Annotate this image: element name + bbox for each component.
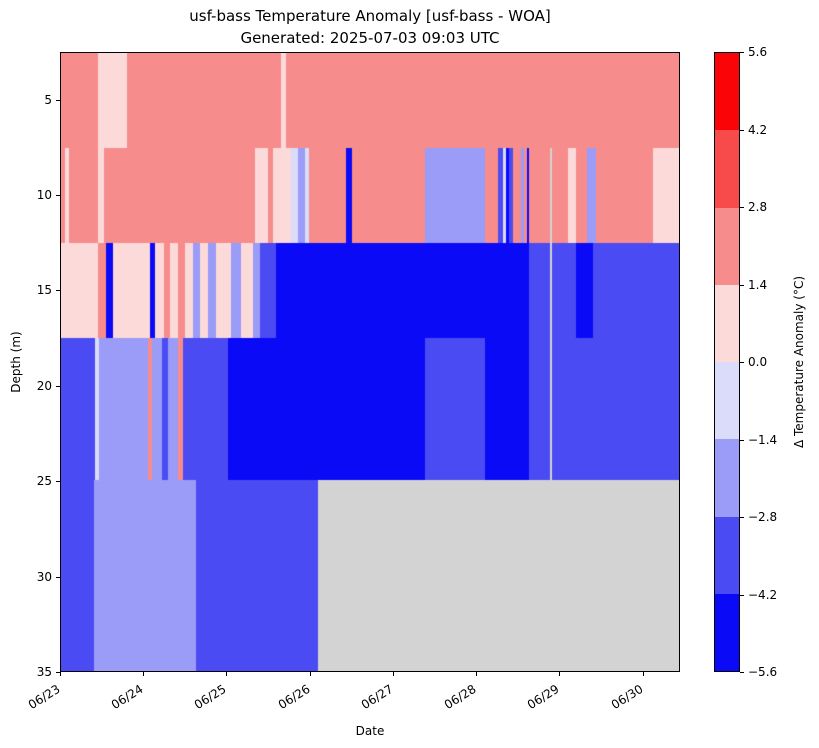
colorbar-tick-label: 1.4 — [748, 277, 768, 292]
x-tick-label: 06/26 — [275, 681, 313, 713]
y-tick-label: 30 — [36, 569, 52, 584]
x-tick-label: 06/25 — [192, 681, 229, 713]
colorbar-tick-mark — [740, 129, 744, 131]
x-tick-label: 06/30 — [608, 681, 646, 713]
colorbar-tick-mark — [740, 284, 744, 286]
colorbar-band — [715, 284, 739, 362]
colorbar-band — [715, 362, 739, 440]
colorbar-tick-label: 4.2 — [748, 122, 768, 137]
y-tick-label: 25 — [36, 474, 52, 489]
y-tick-mark — [56, 385, 60, 387]
colorbar-tick-mark — [740, 672, 744, 673]
x-tick-label: 06/23 — [25, 681, 63, 713]
x-tick-mark — [392, 672, 394, 676]
chart-title: usf-bass Temperature Anomaly [usf-bass -… — [189, 7, 551, 25]
x-tick-mark — [226, 672, 228, 676]
colorbar-tick-label: −4.2 — [748, 587, 778, 602]
x-tick-label: 06/24 — [109, 681, 146, 713]
colorbar-tick-mark — [740, 517, 744, 518]
x-tick-label: 06/29 — [525, 681, 562, 713]
x-tick-mark — [309, 672, 311, 676]
y-tick-label: 35 — [36, 665, 52, 679]
colorbar — [714, 52, 740, 672]
chart-subtitle: Generated: 2025-07-03 09:03 UTC — [240, 29, 500, 47]
y-tick-mark — [56, 195, 60, 197]
colorbar-tick-mark — [740, 207, 744, 208]
chart-title-block: usf-bass Temperature Anomaly [usf-bass -… — [60, 5, 680, 49]
colorbar-tick-mark — [740, 594, 744, 596]
colorbar-band — [715, 53, 739, 131]
colorbar-tick-label: 0.0 — [748, 355, 768, 369]
colorbar-tick-label: 5.6 — [748, 45, 768, 59]
x-tick-mark — [143, 672, 145, 676]
x-tick-mark — [476, 672, 478, 676]
x-axis-label: Date — [355, 724, 385, 738]
y-tick-mark — [56, 99, 60, 101]
colorbar-tick-mark — [740, 52, 744, 53]
x-tick-mark — [559, 672, 561, 676]
colorbar-tick-label: 2.8 — [748, 200, 768, 214]
colorbar-tick-label: −2.8 — [748, 510, 778, 524]
colorbar-tick-mark — [740, 439, 744, 441]
heatmap-canvas — [61, 53, 679, 671]
x-tick-label: 06/27 — [358, 681, 396, 713]
heatmap-plot — [60, 52, 680, 672]
y-tick-mark — [56, 481, 60, 483]
y-tick-label: 20 — [36, 378, 52, 393]
y-tick-mark — [56, 576, 60, 578]
y-tick-label: 10 — [36, 188, 52, 203]
y-tick-mark — [56, 672, 60, 673]
colorbar-tick-label: −1.4 — [748, 432, 778, 447]
colorbar-band — [715, 593, 739, 671]
colorbar-tick-label: −5.6 — [748, 665, 778, 679]
colorbar-band — [715, 439, 739, 517]
x-tick-mark — [60, 672, 61, 676]
x-tick-label: 06/28 — [441, 681, 479, 713]
colorbar-band — [715, 207, 739, 285]
x-tick-mark — [642, 672, 644, 676]
colorbar-tick-mark — [740, 362, 744, 363]
colorbar-band — [715, 130, 739, 208]
colorbar-label: Δ Temperature Anomaly (°C) — [792, 275, 806, 449]
y-tick-label: 5 — [44, 92, 52, 107]
colorbar-band — [715, 516, 739, 594]
y-tick-label: 15 — [36, 283, 52, 298]
y-tick-mark — [56, 290, 60, 292]
